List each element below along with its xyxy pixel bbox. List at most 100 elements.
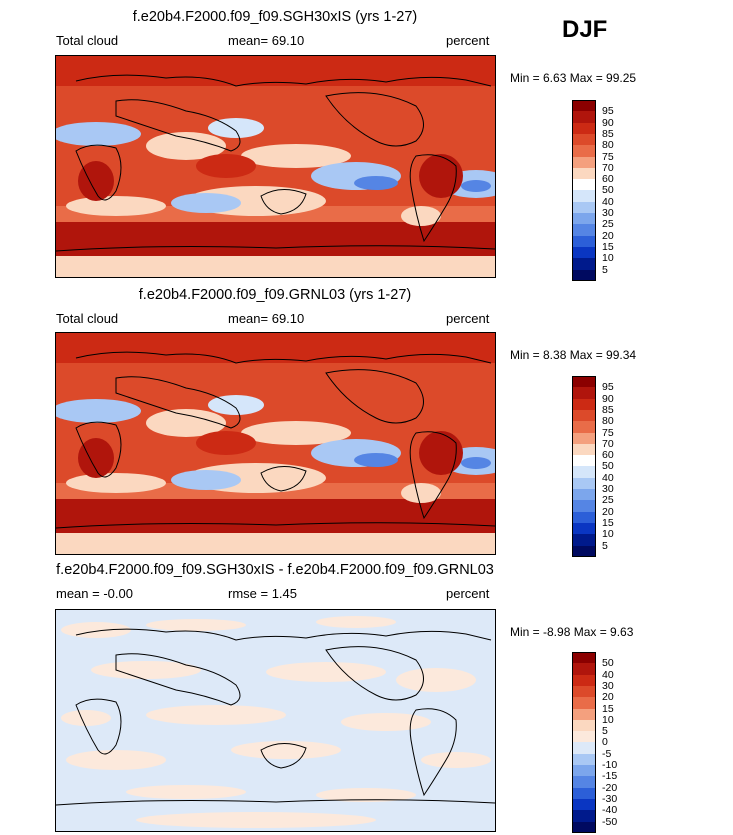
colorbar-swatch	[572, 387, 596, 400]
colorbar-swatch	[572, 821, 596, 834]
colorbar-tick-label: 70	[602, 437, 614, 450]
colorbar-tick-label: 75	[602, 150, 614, 163]
colorbar-swatch	[572, 545, 596, 558]
colorbar-swatch	[572, 652, 596, 664]
colorbar-tick-label: 10	[602, 252, 614, 265]
colorbar-tick-label: 75	[602, 426, 614, 439]
colorbar-tick-label: -50	[602, 815, 618, 828]
colorbar-swatch	[572, 235, 596, 248]
colorbar-swatch	[572, 398, 596, 411]
colorbar-tick-label: 20	[602, 691, 614, 704]
colorbar-tick-label: 25	[602, 218, 614, 231]
colorbar-swatch	[572, 719, 596, 732]
colorbar-swatch	[572, 443, 596, 456]
panel-2-title: f.e20b4.F2000.f09_f09.GRNL03 (yrs 1-27)	[138, 287, 412, 303]
panel-2-variable-label: Total cloud	[56, 311, 119, 326]
colorbar-swatch	[572, 179, 596, 191]
colorbar-frame	[572, 376, 596, 557]
panel-2-units-label: percent	[446, 311, 490, 326]
colorbar-swatch	[572, 742, 596, 755]
colorbar-swatch	[572, 156, 596, 169]
colorbar-swatch	[572, 455, 596, 467]
colorbar-tick-label: 30	[602, 679, 614, 692]
colorbar-swatch	[572, 776, 596, 789]
panel-3-minmax: Min = -8.98 Max = 9.63	[510, 625, 634, 639]
colorbar-swatch	[572, 500, 596, 513]
panel-3-mean-label: mean = -0.00	[56, 586, 133, 601]
colorbar-tick-label: 5	[602, 263, 608, 276]
colorbar-tick-label: 80	[602, 139, 614, 152]
colorbar-swatch	[572, 477, 596, 490]
colorbar-swatch	[572, 269, 596, 282]
colorbar-swatch	[572, 674, 596, 687]
panel-2-map	[55, 332, 496, 555]
colorbar-tick-label: 25	[602, 494, 614, 507]
panel-3-rmse-label: rmse = 1.45	[228, 586, 298, 601]
colorbar-swatch	[572, 708, 596, 721]
colorbar-swatch	[572, 122, 596, 135]
colorbar-tick-label: -10	[602, 759, 618, 771]
colorbar-tick-label: 85	[602, 403, 614, 416]
colorbar-tick-label: 50	[602, 657, 614, 670]
colorbar-tick-label: 40	[602, 471, 614, 484]
colorbar-swatch	[572, 167, 596, 180]
colorbar-swatch	[572, 190, 596, 203]
colorbar-tick-label: 50	[602, 460, 614, 473]
colorbar-swatch	[572, 421, 596, 433]
colorbar-tick-label: 90	[602, 392, 614, 405]
colorbar-swatch	[572, 731, 596, 743]
colorbar-tick-label: 10	[602, 713, 614, 726]
colorbar-swatch	[572, 409, 596, 422]
colorbar-swatch	[572, 489, 596, 501]
colorbar-tick-label: 15	[602, 516, 614, 529]
colorbar-tick-label: 60	[602, 449, 614, 462]
colorbar-swatch	[572, 787, 596, 800]
colorbar-swatch	[572, 145, 596, 157]
panel-1-mean-label: mean= 69.10	[228, 33, 305, 48]
colorbar-swatch	[572, 511, 596, 524]
colorbar-tick-label: 40	[602, 668, 614, 681]
panel-1-minmax: Min = 6.63 Max = 99.25	[510, 71, 637, 85]
colorbar-tick-label: -5	[602, 747, 612, 760]
colorbar-tick-label: 70	[602, 161, 614, 174]
panel-2-minmax: Min = 8.38 Max = 99.34	[510, 348, 637, 362]
colorbar-tick-label: 90	[602, 116, 614, 129]
colorbar-swatch	[572, 753, 596, 766]
panel-2-map-svg	[56, 333, 495, 554]
panel-1-map-svg	[56, 56, 495, 277]
colorbar-tick-label: 15	[602, 702, 614, 715]
panel-3-title: f.e20b4.F2000.f09_f09.SGH30xIS - f.e20b4…	[56, 562, 494, 578]
colorbar-frame	[572, 100, 596, 281]
colorbar-tick-label: 20	[602, 229, 614, 242]
colorbar-tick-label: 15	[602, 240, 614, 253]
colorbar-tick-label: 5	[602, 539, 608, 552]
colorbar-swatch	[572, 534, 596, 546]
colorbar-tick-label: 95	[602, 381, 614, 394]
colorbar-swatch	[572, 111, 596, 124]
colorbar-swatch	[572, 810, 596, 822]
colorbar-tick-label: -15	[602, 770, 618, 783]
colorbar-tick-label: 0	[602, 736, 608, 749]
colorbar-tick-label: -20	[602, 781, 618, 794]
colorbar-swatch	[572, 798, 596, 811]
panel-3-map	[55, 609, 496, 832]
colorbar-swatch	[572, 246, 596, 259]
panel-3-map-svg	[56, 610, 495, 831]
season-label: DJF	[562, 16, 608, 43]
colorbar-swatch	[572, 213, 596, 225]
colorbar-tick-label: 50	[602, 184, 614, 197]
colorbar-swatch	[572, 765, 596, 777]
colorbar-tick-label: -30	[602, 792, 618, 805]
colorbar-tick-label: 5	[602, 725, 608, 738]
colorbar-swatch	[572, 697, 596, 709]
colorbar-tick-label: 95	[602, 105, 614, 118]
colorbar-tick-label: 80	[602, 415, 614, 428]
colorbar-swatch	[572, 663, 596, 676]
colorbar-tick-label: 85	[602, 127, 614, 140]
colorbar-swatch	[572, 100, 596, 112]
colorbar-tick-label: 60	[602, 173, 614, 186]
colorbar-swatch	[572, 685, 596, 698]
colorbar-swatch	[572, 522, 596, 535]
colorbar-swatch	[572, 133, 596, 146]
colorbar-tick-label: 30	[602, 483, 614, 495]
